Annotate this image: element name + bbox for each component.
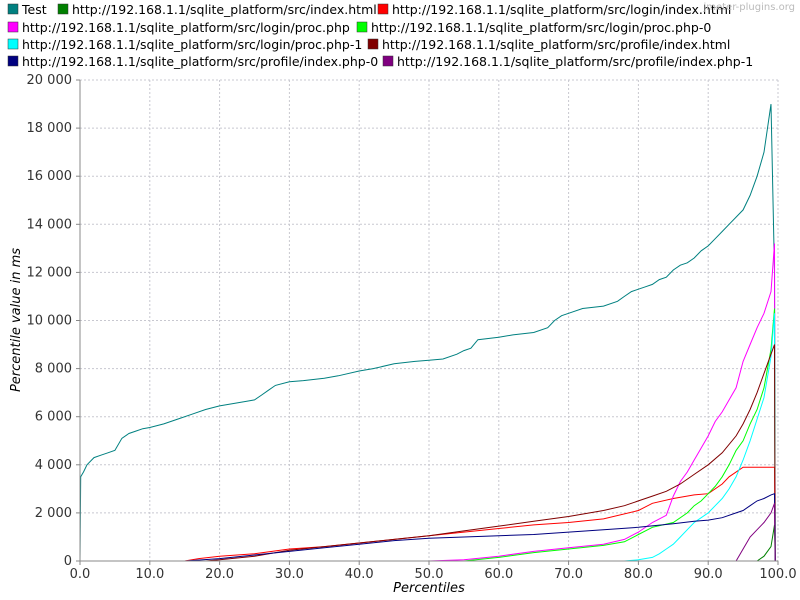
y-tick-label: 14 000 [27,217,73,232]
legend-swatch [7,21,19,33]
x-tick-label: 20.0 [205,567,234,582]
y-tick-label: 8 000 [35,362,72,377]
x-tick-label: 30.0 [275,567,304,582]
legend-swatch [7,55,19,67]
legend-label: http://192.168.1.1/sqlite_platform/src/l… [22,20,350,35]
legend-label: http://192.168.1.1/sqlite_platform/src/p… [382,37,730,52]
watermark: jmeter-plugins.org [702,2,795,13]
y-tick-label: 20 000 [27,73,73,88]
x-axis-label: Percentiles [393,581,465,596]
x-tick-label: 0.0 [70,567,91,582]
y-tick-label: 12 000 [27,265,73,280]
series-line-2 [80,466,776,562]
legend-label: http://192.168.1.1/sqlite_platform/src/p… [22,54,378,69]
legend-swatch [57,3,69,15]
y-tick-labels: 0 2 000 4 000 6 000 8 000 10 000 12 000 14 000 1… [27,73,73,569]
legend-label: http://192.168.1.1/sqlite_platform/src/i… [72,2,377,17]
legend-label: http://192.168.1.1/sqlite_platform/src/l… [392,2,731,17]
legend-swatch [7,3,19,15]
y-tick-label: 18 000 [27,121,73,136]
y-tick-label: 16 000 [27,169,73,184]
y-tick-label: 2 000 [35,506,72,521]
y-tick-label: 4 000 [35,458,72,473]
y-tick-label: 0 [64,554,72,569]
x-tick-label: 10.0 [135,567,164,582]
x-tick-label: 100.0 [759,567,796,582]
x-tick-label: 40.0 [345,567,374,582]
x-tick-label: 90.0 [694,567,723,582]
axes [79,80,778,562]
x-tick-label: 70.0 [554,567,583,582]
legend-label: http://192.168.1.1/sqlite_platform/src/p… [397,54,753,69]
legend: Test http://192.168.1.1/sqlite_platform/s… [7,2,753,69]
series-line-7 [80,493,776,562]
y-axis-label: Percentile value in ms [9,248,24,392]
legend-swatch [7,38,19,50]
y-tick-label: 6 000 [35,410,72,425]
legend-swatch [356,21,368,33]
legend-label: http://192.168.1.1/sqlite_platform/src/l… [371,20,711,35]
legend-swatch [367,38,379,50]
grid [76,79,779,565]
series-line-6 [80,344,776,562]
legend-swatch [377,3,389,15]
series-line-8 [80,503,776,562]
legend-label: http://192.168.1.1/sqlite_platform/src/l… [22,37,362,52]
series-line-5 [80,313,776,562]
y-tick-label: 10 000 [27,314,73,329]
legend-swatch [382,55,394,67]
x-tick-label: 80.0 [624,567,653,582]
x-tick-labels: 0.0 10.0 20.0 30.0 40.0 50.0 60.0 70.0 80.0 90.0 1… [70,567,797,582]
series-line-3 [80,243,776,562]
legend-label: Test [21,2,47,17]
series-line-0 [79,104,776,562]
x-tick-label: 50.0 [415,567,444,582]
series-line-4 [80,308,776,562]
x-tick-label: 60.0 [484,567,513,582]
